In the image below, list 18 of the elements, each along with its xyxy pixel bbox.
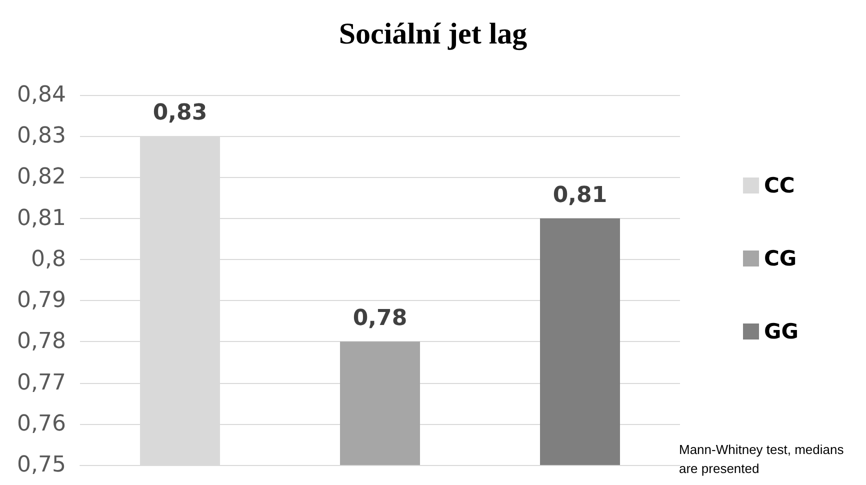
legend-label: GG <box>764 320 798 344</box>
data-label: 0,83 <box>152 100 208 126</box>
y-tick-label: 0,83 <box>17 124 66 149</box>
y-tick-label: 0,79 <box>17 288 66 314</box>
y-tick-label: 0,76 <box>17 411 66 436</box>
data-label: 0,81 <box>552 182 608 208</box>
legend-label: CG <box>764 246 797 270</box>
data-label: 0,78 <box>352 306 408 332</box>
y-tick-label: 0,75 <box>17 452 66 478</box>
y-tick-label: 0,77 <box>17 370 66 396</box>
y-tick-label: 0,78 <box>17 329 66 354</box>
y-tick-label: 0,84 <box>17 82 66 108</box>
y-tick-label: 0,8 <box>31 246 66 272</box>
chart-title: Sociální jet lag <box>338 18 528 50</box>
legend-label: CC <box>764 174 795 198</box>
y-tick-label: 0,81 <box>17 206 66 231</box>
annotation: Mann-Whitney test, medians are presented <box>679 442 848 476</box>
y-tick-label: 0,82 <box>17 164 66 190</box>
